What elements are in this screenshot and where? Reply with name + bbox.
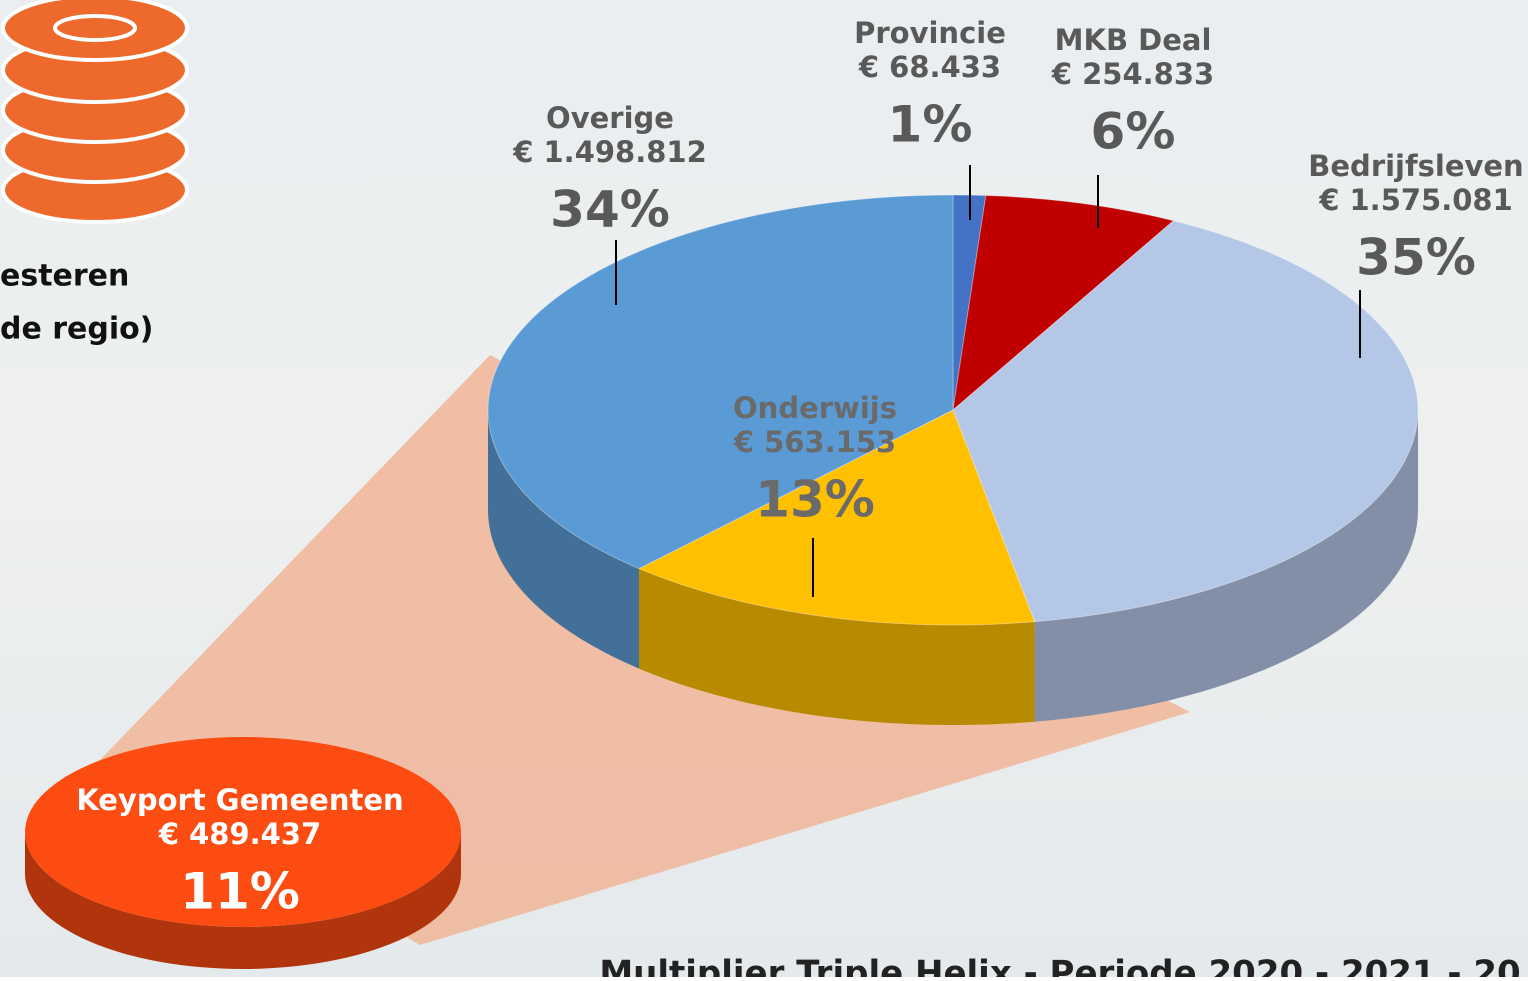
- slice-percent: 35%: [1356, 229, 1476, 287]
- side-text: de regio): [0, 312, 154, 347]
- slice-amount: € 563.153: [733, 425, 896, 459]
- slice-name: Onderwijs: [733, 391, 897, 425]
- slice-amount: € 254.833: [1051, 57, 1214, 91]
- slice-percent: 34%: [550, 181, 670, 239]
- slice-name: MKB Deal: [1055, 23, 1212, 57]
- coins-icon: [3, 0, 187, 222]
- page: esteren de regio) Provincie€ 68.433 1% MKB…: [0, 0, 1528, 977]
- slice-name: Bedrijfsleven: [1308, 149, 1523, 183]
- slice-amount: € 1.575.081: [1318, 183, 1513, 217]
- slice-percent: 6%: [1091, 103, 1176, 161]
- footer: Multiplier Triple Helix - Periode 2020 -…: [599, 954, 1520, 978]
- slice-name: Overige: [546, 101, 674, 135]
- chart: esteren de regio) Provincie€ 68.433 1% MKB…: [0, 0, 1528, 977]
- slice-name: Provincie: [854, 16, 1006, 50]
- slice-amount: € 489.437: [158, 817, 321, 851]
- slice-amount: € 1.498.812: [512, 135, 707, 169]
- side-text: esteren: [0, 259, 129, 294]
- slice-name: Keyport Gemeenten: [76, 783, 403, 817]
- slice-amount: € 68.433: [858, 50, 1001, 84]
- slice-percent: 13%: [755, 471, 875, 529]
- slice-percent: 11%: [180, 863, 300, 921]
- slice-percent: 1%: [888, 96, 973, 154]
